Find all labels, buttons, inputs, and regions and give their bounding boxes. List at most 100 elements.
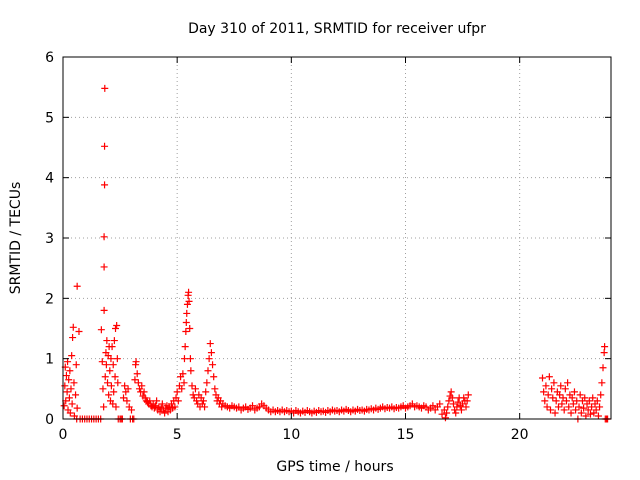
data-point bbox=[183, 309, 191, 317]
data-points bbox=[60, 84, 612, 423]
data-point bbox=[65, 394, 73, 402]
data-point bbox=[173, 388, 181, 396]
data-point bbox=[452, 409, 460, 417]
data-point bbox=[429, 402, 437, 410]
data-point bbox=[567, 409, 575, 417]
data-point bbox=[65, 376, 73, 384]
data-point bbox=[180, 379, 188, 387]
data-point bbox=[577, 409, 585, 417]
data-point bbox=[153, 397, 161, 405]
data-point bbox=[436, 400, 444, 408]
data-point bbox=[66, 367, 74, 375]
data-point bbox=[72, 391, 80, 399]
data-point bbox=[201, 403, 209, 411]
data-point bbox=[183, 300, 191, 308]
data-point bbox=[101, 373, 109, 381]
data-point bbox=[68, 352, 76, 360]
data-point bbox=[73, 282, 81, 290]
data-point bbox=[564, 379, 572, 387]
data-point bbox=[106, 367, 114, 375]
data-point bbox=[203, 379, 211, 387]
data-point bbox=[596, 403, 604, 411]
data-point bbox=[112, 403, 120, 411]
data-point bbox=[585, 397, 593, 405]
data-point bbox=[131, 376, 139, 384]
x-axis-label: GPS time / hours bbox=[276, 459, 393, 475]
data-point bbox=[100, 263, 108, 271]
data-point bbox=[121, 382, 129, 390]
data-point bbox=[548, 385, 556, 393]
data-point bbox=[562, 397, 570, 405]
data-point bbox=[599, 364, 607, 372]
data-point bbox=[463, 397, 471, 405]
data-point bbox=[99, 385, 107, 393]
data-point bbox=[69, 334, 77, 342]
data-point bbox=[589, 394, 597, 402]
data-point bbox=[185, 297, 193, 305]
y-tick-label: 1 bbox=[45, 352, 54, 368]
data-point bbox=[575, 403, 583, 411]
data-point bbox=[179, 370, 187, 378]
y-tick-label: 3 bbox=[45, 231, 54, 247]
data-point bbox=[187, 367, 195, 375]
data-point bbox=[584, 406, 592, 414]
data-point bbox=[556, 391, 564, 399]
data-point bbox=[62, 372, 70, 380]
data-point bbox=[588, 403, 596, 411]
data-point bbox=[569, 400, 577, 408]
data-point bbox=[182, 318, 190, 326]
data-point bbox=[594, 412, 602, 420]
data-point bbox=[107, 382, 115, 390]
data-point bbox=[193, 397, 201, 405]
data-point bbox=[568, 394, 576, 402]
data-point bbox=[205, 355, 213, 363]
data-point bbox=[161, 409, 169, 417]
data-point bbox=[438, 410, 446, 418]
data-point bbox=[601, 343, 609, 351]
data-point bbox=[141, 394, 149, 402]
data-point bbox=[541, 397, 549, 405]
data-point bbox=[560, 406, 568, 414]
data-point bbox=[191, 385, 199, 393]
data-point bbox=[592, 406, 600, 414]
data-point bbox=[559, 394, 567, 402]
data-point bbox=[572, 406, 580, 414]
x-tick-label: 20 bbox=[511, 427, 529, 443]
data-point bbox=[565, 403, 573, 411]
data-point bbox=[207, 349, 215, 357]
data-point bbox=[100, 306, 108, 314]
data-point bbox=[460, 394, 468, 402]
data-point bbox=[109, 361, 117, 369]
data-point bbox=[545, 373, 553, 381]
data-point bbox=[552, 397, 560, 405]
data-point bbox=[586, 410, 594, 418]
y-tick-label: 6 bbox=[45, 50, 54, 66]
plot-frame bbox=[62, 56, 612, 420]
data-point bbox=[186, 325, 194, 332]
data-point bbox=[114, 379, 122, 387]
data-point bbox=[72, 361, 80, 369]
data-point bbox=[180, 355, 188, 363]
data-point bbox=[543, 403, 551, 411]
data-point bbox=[70, 379, 78, 387]
data-point bbox=[249, 402, 257, 410]
data-point bbox=[113, 355, 121, 363]
data-point bbox=[174, 397, 182, 405]
data-point bbox=[447, 388, 455, 396]
data-point bbox=[462, 403, 470, 411]
data-point bbox=[108, 343, 116, 351]
data-point bbox=[120, 394, 128, 402]
data-point bbox=[68, 400, 76, 408]
data-point bbox=[66, 409, 74, 417]
data-point bbox=[202, 388, 210, 396]
data-point bbox=[134, 379, 142, 387]
chart-title: Day 310 of 2011, SRMTID for receiver ufp… bbox=[188, 21, 486, 37]
data-point bbox=[133, 370, 141, 378]
data-point bbox=[554, 403, 562, 411]
data-point bbox=[598, 379, 606, 387]
data-point bbox=[101, 142, 109, 150]
data-point bbox=[69, 323, 77, 331]
data-point bbox=[181, 343, 189, 351]
data-point bbox=[171, 403, 179, 411]
data-point bbox=[151, 402, 159, 410]
